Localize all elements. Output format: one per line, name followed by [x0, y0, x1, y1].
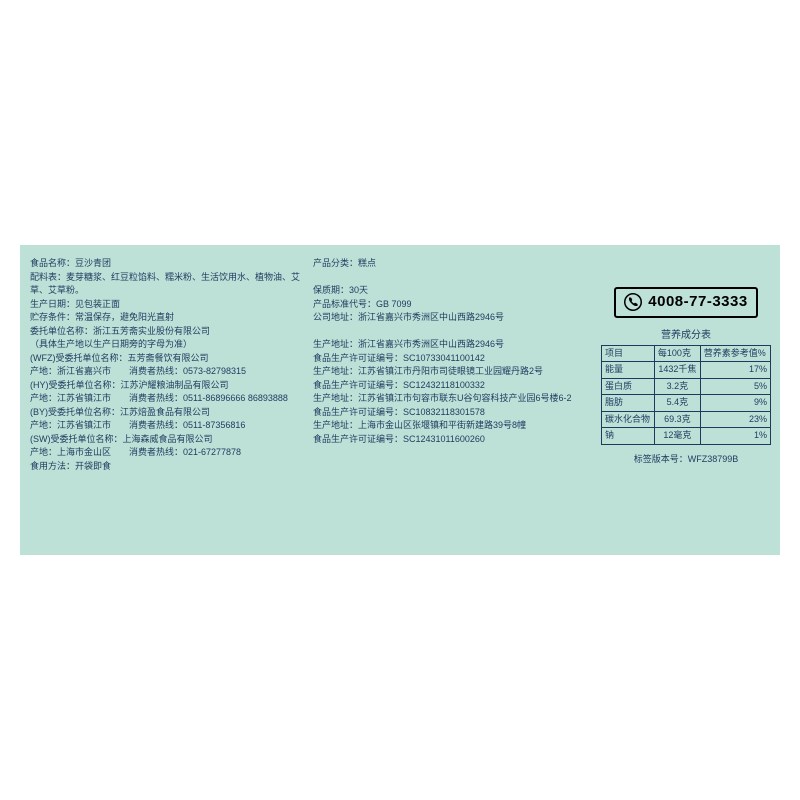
table-row: 碳水化合物69.3克23%: [602, 411, 771, 428]
cell: 3.2克: [654, 378, 700, 395]
info-line: 生产地址：浙江省嘉兴市秀洲区中山西路2946号: [313, 338, 593, 352]
info-line: 贮存条件：常温保存，避免阳光直射: [30, 311, 305, 325]
info-line: 委托单位名称：浙江五芳斋实业股份有限公司: [30, 325, 305, 339]
info-line: （具体生产地以生产日期旁的字母为准）: [30, 338, 305, 352]
cell: 碳水化合物: [602, 411, 655, 428]
phone-icon: [624, 293, 642, 311]
nutrition-table: 项目 每100克 营养素参考值% 能量1432千焦17% 蛋白质3.2克5% 脂…: [601, 345, 771, 445]
info-line: [313, 325, 593, 339]
col-header: 项目: [602, 345, 655, 362]
info-line: 生产地址：江苏省镇江市丹阳市司徒眼镜工业园耀丹路2号: [313, 365, 593, 379]
info-line: 食品生产许可证编号：SC12431011600260: [313, 433, 593, 447]
table-row: 脂肪5.4克9%: [602, 395, 771, 412]
table-row: 钠12毫克1%: [602, 428, 771, 445]
middle-column: 产品分类：糕点 保质期：30天 产品标准代号：GB 7099 公司地址：浙江省嘉…: [313, 257, 593, 543]
cell: 脂肪: [602, 395, 655, 412]
info-line: 产品分类：糕点: [313, 257, 593, 271]
info-line: (HY)受委托单位名称：江苏沪耀粮油制品有限公司: [30, 379, 305, 393]
info-line: 食用方法：开袋即食: [30, 460, 305, 474]
cell: 12毫克: [654, 428, 700, 445]
cell: 蛋白质: [602, 378, 655, 395]
cell: 5.4克: [654, 395, 700, 412]
info-line: (WFZ)受委托单位名称：五芳斋餐饮有限公司: [30, 352, 305, 366]
cell: 69.3克: [654, 411, 700, 428]
info-line: 配料表：麦芽糖浆、红豆粒馅料、糯米粉、生活饮用水、植物油、艾草、艾草粉。: [30, 271, 305, 298]
info-line: [313, 271, 593, 285]
cell: 1%: [700, 428, 770, 445]
info-line: 生产日期：见包装正面: [30, 298, 305, 312]
info-line: 产地：江苏省镇江市 消费者热线：0511-86896666 86893888: [30, 392, 305, 406]
label-version: 标签版本号：WFZ38799B: [634, 453, 739, 467]
table-header-row: 项目 每100克 营养素参考值%: [602, 345, 771, 362]
right-column: 4008-77-3333 营养成分表 项目 每100克 营养素参考值% 能量14…: [601, 257, 771, 543]
info-line: 产品标准代号：GB 7099: [313, 298, 593, 312]
left-column: 食品名称：豆沙青团 配料表：麦芽糖浆、红豆粒馅料、糯米粉、生活饮用水、植物油、艾…: [30, 257, 305, 543]
table-row: 能量1432千焦17%: [602, 362, 771, 379]
info-line: (BY)受委托单位名称：江苏焙盈食品有限公司: [30, 406, 305, 420]
cell: 钠: [602, 428, 655, 445]
hotline-box: 4008-77-3333: [614, 287, 757, 318]
info-line: 公司地址：浙江省嘉兴市秀洲区中山西路2946号: [313, 311, 593, 325]
cell: 23%: [700, 411, 770, 428]
info-line: 食品生产许可证编号：SC12432118100332: [313, 379, 593, 393]
nutrition-title: 营养成分表: [661, 328, 711, 343]
info-line: 产地：江苏省镇江市 消费者热线：0511-87356816: [30, 419, 305, 433]
info-line: 食品生产许可证编号：SC10832118301578: [313, 406, 593, 420]
cell: 17%: [700, 362, 770, 379]
cell: 1432千焦: [654, 362, 700, 379]
cell: 5%: [700, 378, 770, 395]
hotline-number: 4008-77-3333: [648, 291, 747, 314]
col-header: 营养素参考值%: [700, 345, 770, 362]
cell: 能量: [602, 362, 655, 379]
info-line: 产地：浙江省嘉兴市 消费者热线：0573-82798315: [30, 365, 305, 379]
info-line: 产地：上海市金山区 消费者热线：021-67277878: [30, 446, 305, 460]
product-label: 食品名称：豆沙青团 配料表：麦芽糖浆、红豆粒馅料、糯米粉、生活饮用水、植物油、艾…: [20, 245, 780, 555]
info-line: 食品名称：豆沙青团: [30, 257, 305, 271]
info-line: 食品生产许可证编号：SC10733041100142: [313, 352, 593, 366]
col-header: 每100克: [654, 345, 700, 362]
info-line: (SW)受委托单位名称：上海森威食品有限公司: [30, 433, 305, 447]
cell: 9%: [700, 395, 770, 412]
info-line: 生产地址：上海市金山区张堰镇和平街新建路39号8幢: [313, 419, 593, 433]
info-line: 保质期：30天: [313, 284, 593, 298]
table-row: 蛋白质3.2克5%: [602, 378, 771, 395]
info-line: 生产地址：江苏省镇江市句容市联东U谷句容科技产业园6号楼6-2: [313, 392, 593, 406]
